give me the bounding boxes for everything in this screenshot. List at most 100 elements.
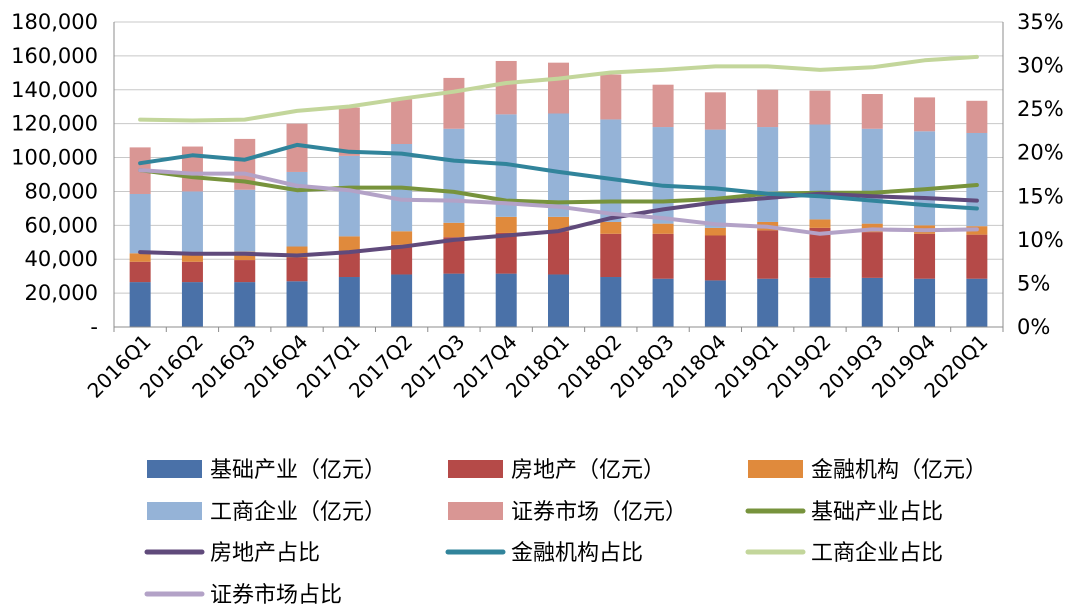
bar-segment: [861, 94, 883, 129]
bar-segment: [548, 231, 569, 275]
bar-segment: [234, 251, 256, 261]
bar-segment: [443, 273, 465, 327]
bar-segment: [181, 261, 203, 283]
bar-segment: [652, 223, 674, 234]
bar-segment: [443, 237, 465, 274]
bar-segment: [338, 236, 360, 252]
bar-segment: [914, 97, 936, 132]
bar-segment: [548, 113, 569, 217]
bar-segment: [234, 282, 256, 327]
bar-segment: [704, 227, 726, 236]
legend-label: 工商企业（亿元）: [210, 500, 386, 525]
legend-label: 金融机构占比: [511, 541, 643, 566]
bar-segment: [181, 282, 203, 327]
bar-segment: [600, 233, 622, 278]
y-tick-label: 20,000: [25, 281, 98, 305]
bar-segment: [391, 231, 413, 245]
legend-label: 房地产占比: [210, 541, 320, 566]
bar-segment: [757, 89, 779, 128]
bar-segment: [914, 233, 936, 279]
bar-segment: [704, 129, 726, 228]
bar-segment: [548, 274, 569, 327]
bar-segment: [809, 219, 831, 228]
series-line: [138, 191, 979, 258]
legend-label: 金融机构（亿元）: [811, 458, 987, 483]
series-line: [138, 168, 979, 236]
bar-segment: [809, 227, 831, 278]
bar-segment: [443, 128, 465, 223]
bar-segment: [966, 234, 988, 279]
bar-segment: [914, 131, 936, 226]
bar-segment: [966, 278, 988, 327]
bar-segment: [495, 216, 517, 233]
bar-segment: [600, 74, 622, 120]
legend-swatch: [147, 502, 202, 520]
bar-segment: [338, 107, 360, 156]
bar-segment: [495, 232, 517, 274]
bar-segment: [861, 232, 883, 278]
legend-label: 证券市场占比: [210, 583, 342, 608]
legend-swatch: [448, 502, 503, 520]
bar-segment: [757, 278, 779, 327]
bar-segment: [548, 216, 569, 232]
bar-segment: [234, 189, 256, 252]
y-tick-label: -: [90, 315, 98, 339]
bar-segment: [600, 119, 622, 222]
bar-segment: [181, 253, 203, 262]
bar-segment: [914, 278, 936, 327]
bar-segment: [809, 90, 831, 125]
bar-segment: [234, 260, 256, 283]
y2-tick-label: 0%: [1017, 315, 1050, 339]
bar-segment: [600, 277, 622, 327]
y-tick-label: 120,000: [11, 112, 98, 136]
bar-segment: [548, 62, 569, 114]
y-tick-label: 180,000: [11, 10, 98, 34]
bar-segment: [600, 221, 622, 234]
bar-segment: [861, 128, 883, 224]
series-line: [138, 54, 979, 123]
bar-segment: [181, 191, 203, 254]
bar-segment: [443, 222, 465, 238]
legend-label: 证券市场（亿元）: [511, 500, 687, 525]
bar-segment: [652, 278, 674, 327]
legend-swatch: [147, 460, 202, 478]
bar-segment: [652, 233, 674, 279]
legend-label: 房地产（亿元）: [511, 458, 665, 483]
y-tick-label: 100,000: [11, 146, 98, 170]
y2-tick-label: 35%: [1017, 10, 1064, 34]
y2-tick-label: 15%: [1017, 184, 1064, 208]
legend: 基础产业（亿元） 房地产（亿元） 金融机构（亿元） 工商企业（亿元） 证券市场（亿元） 基…: [144, 458, 987, 608]
y-tick-label: 160,000: [11, 44, 98, 68]
y-tick-label: 140,000: [11, 78, 98, 102]
bar-segment: [129, 261, 151, 283]
bar-segment: [391, 99, 413, 144]
y-tick-label: 60,000: [25, 213, 98, 237]
bar-segment: [338, 277, 360, 327]
legend-label: 基础产业占比: [811, 500, 943, 525]
bar-segment: [495, 273, 517, 327]
y2-tick-label: 30%: [1017, 54, 1064, 78]
bar-segment: [443, 77, 465, 129]
bar-segment: [286, 257, 308, 282]
bar-segment: [129, 193, 151, 254]
bar-segment: [704, 280, 726, 327]
bar-segment: [757, 230, 779, 279]
bar-segment: [704, 92, 726, 130]
bar-segment: [757, 127, 779, 222]
bar-segment: [495, 60, 517, 115]
y-tick-label: 40,000: [25, 247, 98, 271]
bar-segment: [809, 124, 831, 220]
legend-label: 基础产业（亿元）: [210, 458, 386, 483]
legend-swatch: [748, 460, 803, 478]
bar-segment: [652, 84, 674, 128]
lines: [138, 54, 979, 258]
y-tick-label: 80,000: [25, 179, 98, 203]
bar-segment: [704, 235, 726, 281]
bar-segment: [391, 244, 413, 275]
bar-segment: [286, 281, 308, 327]
y2-tick-label: 25%: [1017, 97, 1064, 121]
bar-segment: [181, 146, 203, 192]
bar-segment: [234, 138, 256, 190]
bar-segment: [338, 155, 360, 237]
